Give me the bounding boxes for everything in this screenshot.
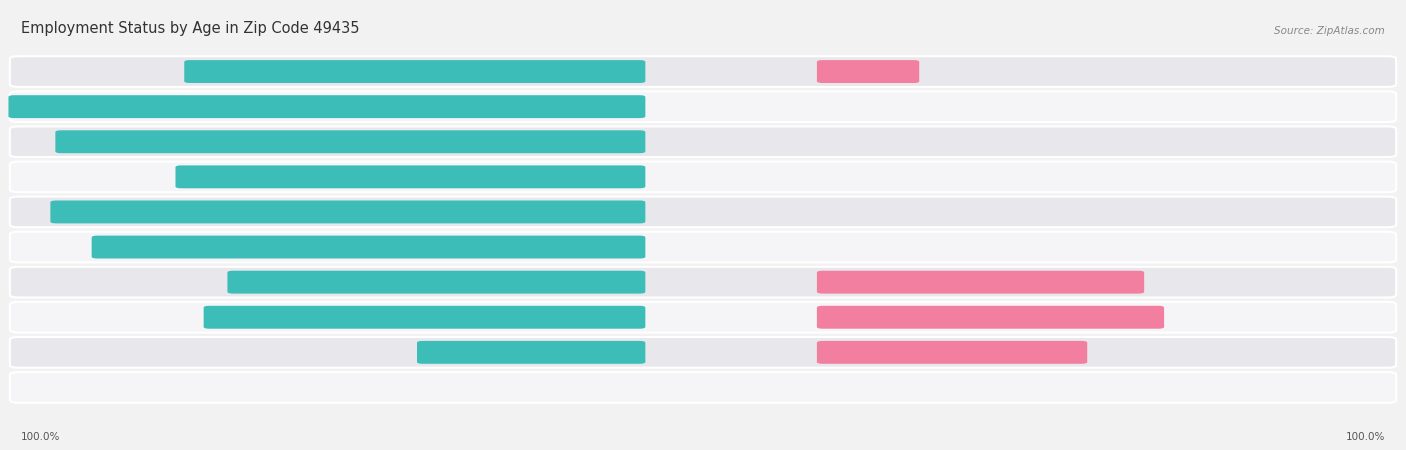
Text: 55 to 59 Years: 55 to 59 Years [692, 277, 770, 287]
Text: 65.0%: 65.0% [356, 277, 395, 287]
Text: 9.1%: 9.1% [1098, 347, 1126, 357]
Text: 73.3%: 73.3% [322, 172, 361, 182]
Text: 0.0%: 0.0% [837, 172, 865, 182]
Text: 16 to 19 Years: 16 to 19 Years [692, 67, 770, 76]
Text: 86.7%: 86.7% [267, 242, 307, 252]
Text: 100.0%: 100.0% [21, 432, 60, 442]
Text: 65 to 74 Years: 65 to 74 Years [692, 347, 770, 357]
Text: 0.0%: 0.0% [600, 382, 628, 392]
Text: Source: ZipAtlas.com: Source: ZipAtlas.com [1274, 26, 1385, 36]
Text: 0.0%: 0.0% [837, 382, 865, 392]
Text: 100.0%: 100.0% [209, 102, 256, 112]
Text: 0.0%: 0.0% [837, 242, 865, 252]
Text: 3.2%: 3.2% [931, 67, 959, 76]
Text: 92.5%: 92.5% [245, 137, 283, 147]
Text: 60 to 64 Years: 60 to 64 Years [692, 312, 770, 322]
Text: 68.8%: 68.8% [340, 312, 380, 322]
Text: 93.3%: 93.3% [240, 207, 280, 217]
Text: 11.8%: 11.8% [1175, 312, 1211, 322]
Text: 20 to 24 Years: 20 to 24 Years [692, 102, 770, 112]
Text: 71.9%: 71.9% [328, 67, 367, 76]
Text: 34.7%: 34.7% [479, 347, 517, 357]
Text: 30 to 34 Years: 30 to 34 Years [692, 172, 770, 182]
Text: 0.0%: 0.0% [837, 137, 865, 147]
Legend: In Labor Force, Unemployed: In Labor Force, Unemployed [619, 388, 823, 398]
Text: 0.0%: 0.0% [837, 207, 865, 217]
Text: 75 Years and over: 75 Years and over [681, 382, 782, 392]
Text: 25 to 29 Years: 25 to 29 Years [692, 137, 770, 147]
Text: 0.0%: 0.0% [837, 102, 865, 112]
Text: 100.0%: 100.0% [1346, 432, 1385, 442]
Text: Employment Status by Age in Zip Code 49435: Employment Status by Age in Zip Code 494… [21, 21, 360, 36]
Text: 35 to 44 Years: 35 to 44 Years [692, 207, 770, 217]
Text: 45 to 54 Years: 45 to 54 Years [692, 242, 770, 252]
Text: 11.1%: 11.1% [1156, 277, 1191, 287]
